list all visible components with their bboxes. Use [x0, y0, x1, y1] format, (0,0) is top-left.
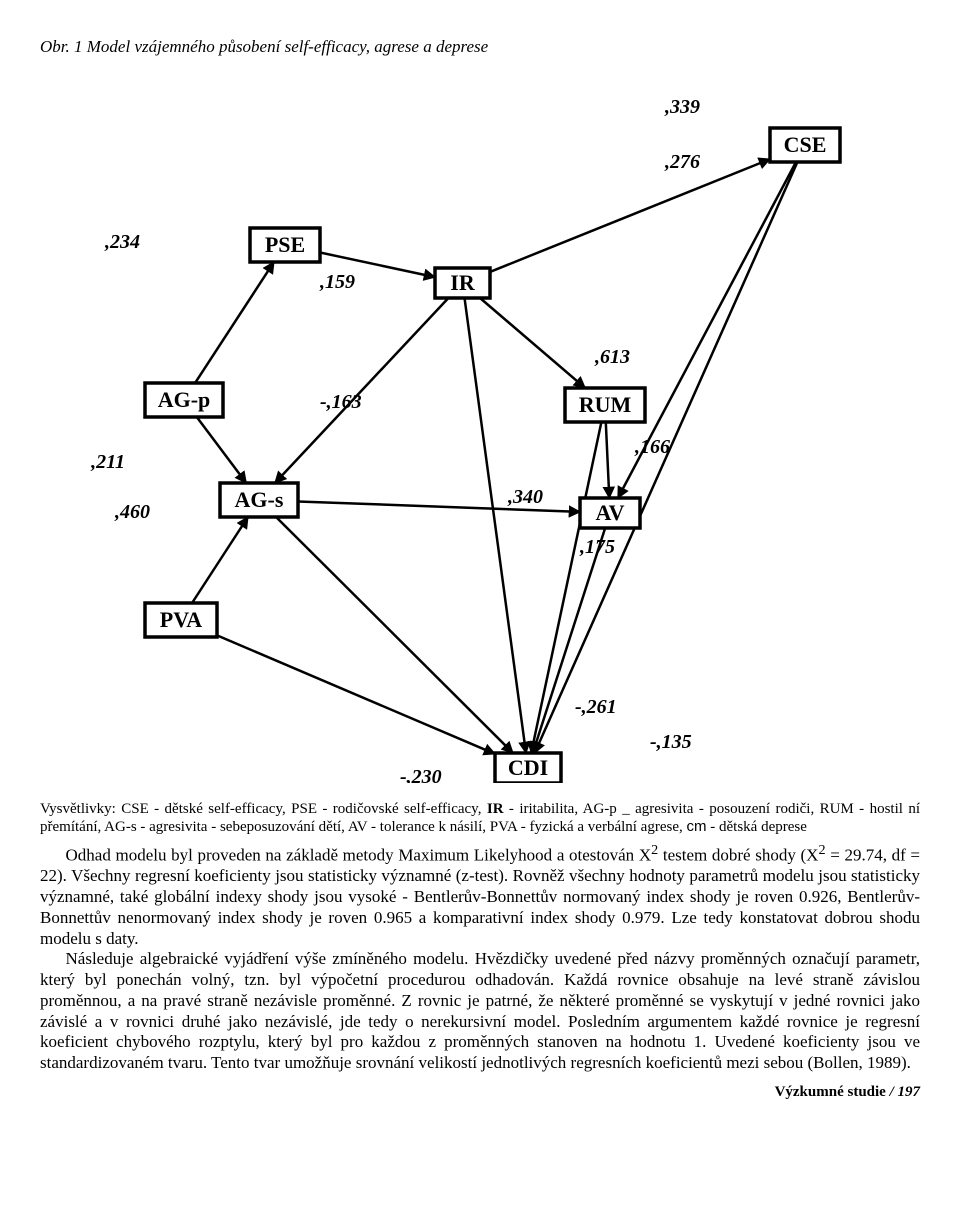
edge-AGp-PSE — [195, 262, 274, 383]
node-label-IR: IR — [450, 270, 476, 295]
edge-coef: ,175 — [579, 536, 615, 558]
edge-AGs-CDI — [276, 517, 513, 753]
node-label-AGs: AG-s — [235, 487, 284, 512]
edge-coef: ,460 — [114, 501, 150, 523]
diagram-container: ,339 ,276 ,234 ,159 ,613 ,166 -,163 ,211 ,460 ,34… — [90, 73, 870, 783]
edge-IR-CSE — [490, 159, 770, 272]
edge-AV-CDI — [533, 528, 605, 753]
edge-coef: ,234 — [104, 231, 140, 253]
edge-CSE-CDI — [535, 162, 798, 753]
edge-coef: ,340 — [507, 486, 543, 508]
edge-IR-AGs — [275, 298, 448, 483]
model-diagram: ,339 ,276 ,234 ,159 ,613 ,166 -,163 ,211 ,460 ,34… — [90, 73, 870, 783]
footer-page-number: 197 — [898, 1084, 921, 1100]
edge-IR-RUM — [480, 298, 585, 388]
paragraph-1: Odhad modelu byl proveden na základě met… — [40, 842, 920, 949]
node-label-PVA: PVA — [160, 607, 202, 632]
edge-coef: -,261 — [575, 696, 617, 718]
edge-coef: ,159 — [319, 271, 355, 293]
node-label-AGp: AG-p — [158, 387, 211, 412]
node-label-PSE: PSE — [265, 232, 305, 257]
figure-caption: Obr. 1 Model vzájemného působení self-ef… — [40, 37, 920, 57]
edge-AGp-AGs — [197, 417, 247, 483]
edge-coef: -,230 — [400, 766, 442, 783]
node-label-CDI: CDI — [508, 755, 548, 780]
edge-coef: ,339 — [664, 96, 700, 118]
edge-coef: ,211 — [90, 451, 125, 473]
edge-IR-CDI — [465, 298, 526, 753]
edge-CSE-AV — [618, 162, 796, 498]
node-label-CSE: CSE — [784, 132, 827, 157]
figure-legend: Vysvětlivky: CSE - dětské self-efficacy,… — [40, 801, 920, 836]
node-label-RUM: RUM — [579, 392, 632, 417]
edge-coef: -,163 — [320, 391, 362, 413]
page-footer: Výzkumné studie / 197 — [40, 1084, 920, 1101]
edge-RUM-AV — [606, 422, 610, 498]
node-label-AV: AV — [596, 500, 625, 525]
paragraph-2: Následuje algebraické vyjádření výše zmí… — [40, 949, 920, 1073]
footer-separator: / — [886, 1084, 898, 1100]
edge-coef: ,276 — [664, 151, 700, 173]
edge-coef: ,166 — [634, 436, 670, 458]
footer-section-label: Výzkumné studie — [775, 1084, 886, 1100]
edge-PVA-AGs — [192, 517, 248, 603]
edge-coef: -,135 — [650, 731, 692, 753]
edge-coef: ,613 — [594, 346, 630, 368]
